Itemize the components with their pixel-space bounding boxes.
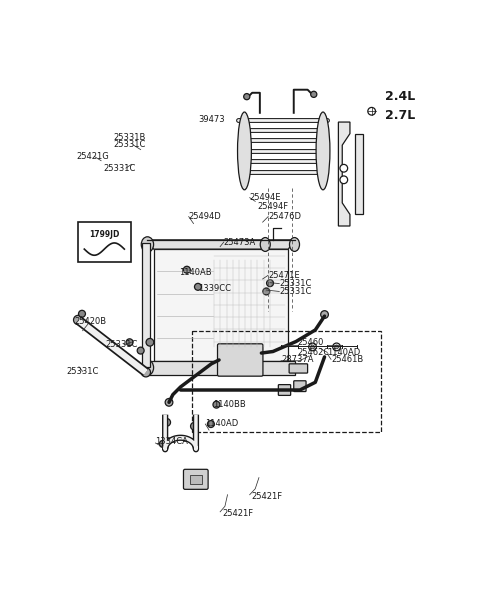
Circle shape: [165, 398, 173, 406]
Text: 1140AD: 1140AD: [205, 419, 239, 428]
Circle shape: [73, 316, 83, 325]
Circle shape: [213, 401, 220, 408]
Circle shape: [321, 311, 328, 319]
Circle shape: [137, 347, 144, 354]
Text: 2.4L: 2.4L: [384, 91, 415, 103]
FancyBboxPatch shape: [294, 381, 306, 392]
Circle shape: [207, 421, 215, 428]
Text: 25421F: 25421F: [222, 509, 253, 518]
Circle shape: [146, 338, 154, 346]
Circle shape: [266, 280, 274, 287]
Circle shape: [183, 266, 191, 273]
Text: 1140BB: 1140BB: [213, 400, 245, 409]
Text: 1140AD: 1140AD: [327, 348, 360, 357]
Text: 25494E: 25494E: [250, 193, 281, 202]
Text: 25331C: 25331C: [113, 140, 145, 149]
Circle shape: [335, 345, 338, 349]
Ellipse shape: [141, 237, 154, 252]
Polygon shape: [355, 134, 363, 214]
Circle shape: [126, 339, 133, 346]
Text: 25331C: 25331C: [279, 287, 312, 296]
Circle shape: [194, 283, 202, 290]
Circle shape: [311, 91, 317, 97]
Circle shape: [141, 368, 151, 377]
Text: 25331B: 25331B: [113, 133, 145, 142]
Text: 25420B: 25420B: [74, 317, 106, 326]
Text: 1799JD: 1799JD: [89, 230, 120, 239]
Text: 2.7L: 2.7L: [384, 109, 415, 122]
Circle shape: [340, 176, 348, 184]
Bar: [154, 249, 288, 361]
Bar: [192, 331, 381, 431]
Circle shape: [309, 343, 316, 351]
Circle shape: [340, 164, 348, 172]
Circle shape: [333, 343, 340, 351]
Text: 25460: 25460: [298, 338, 324, 347]
Text: 25331C: 25331C: [106, 340, 138, 349]
Text: 1334CA: 1334CA: [156, 437, 188, 446]
Ellipse shape: [141, 360, 154, 376]
Text: 25421G: 25421G: [76, 152, 109, 161]
Circle shape: [79, 310, 85, 317]
Circle shape: [163, 419, 170, 426]
Circle shape: [263, 288, 270, 295]
FancyBboxPatch shape: [183, 469, 208, 490]
Text: 25494D: 25494D: [189, 212, 221, 221]
Text: 28737A: 28737A: [281, 355, 313, 364]
Polygon shape: [147, 240, 295, 249]
Ellipse shape: [238, 112, 252, 190]
Bar: [142, 243, 150, 367]
Ellipse shape: [289, 238, 300, 251]
Circle shape: [244, 94, 250, 100]
Text: 1339CC: 1339CC: [198, 284, 231, 293]
Bar: [190, 475, 202, 484]
Bar: [78, 222, 131, 262]
Text: 39473: 39473: [198, 115, 225, 124]
Text: 25473A: 25473A: [224, 238, 256, 247]
Circle shape: [191, 422, 198, 430]
Text: 25331C: 25331C: [279, 279, 312, 288]
FancyBboxPatch shape: [217, 344, 263, 376]
Text: 25461B: 25461B: [331, 355, 363, 364]
Text: 25494F: 25494F: [257, 202, 288, 211]
Circle shape: [159, 440, 166, 448]
Text: 25331C: 25331C: [67, 367, 99, 376]
Text: 25476D: 25476D: [268, 212, 301, 221]
Polygon shape: [147, 361, 295, 374]
FancyBboxPatch shape: [289, 364, 308, 373]
Text: 1140AB: 1140AB: [180, 268, 212, 277]
Text: 25331C: 25331C: [104, 164, 136, 173]
Ellipse shape: [260, 238, 270, 251]
Circle shape: [368, 107, 375, 115]
Circle shape: [311, 345, 314, 349]
Text: 25471E: 25471E: [268, 271, 300, 280]
Text: 25421F: 25421F: [252, 491, 283, 500]
Text: 25462C: 25462C: [297, 348, 329, 357]
Ellipse shape: [316, 112, 330, 190]
FancyBboxPatch shape: [278, 385, 291, 395]
Polygon shape: [338, 122, 350, 226]
